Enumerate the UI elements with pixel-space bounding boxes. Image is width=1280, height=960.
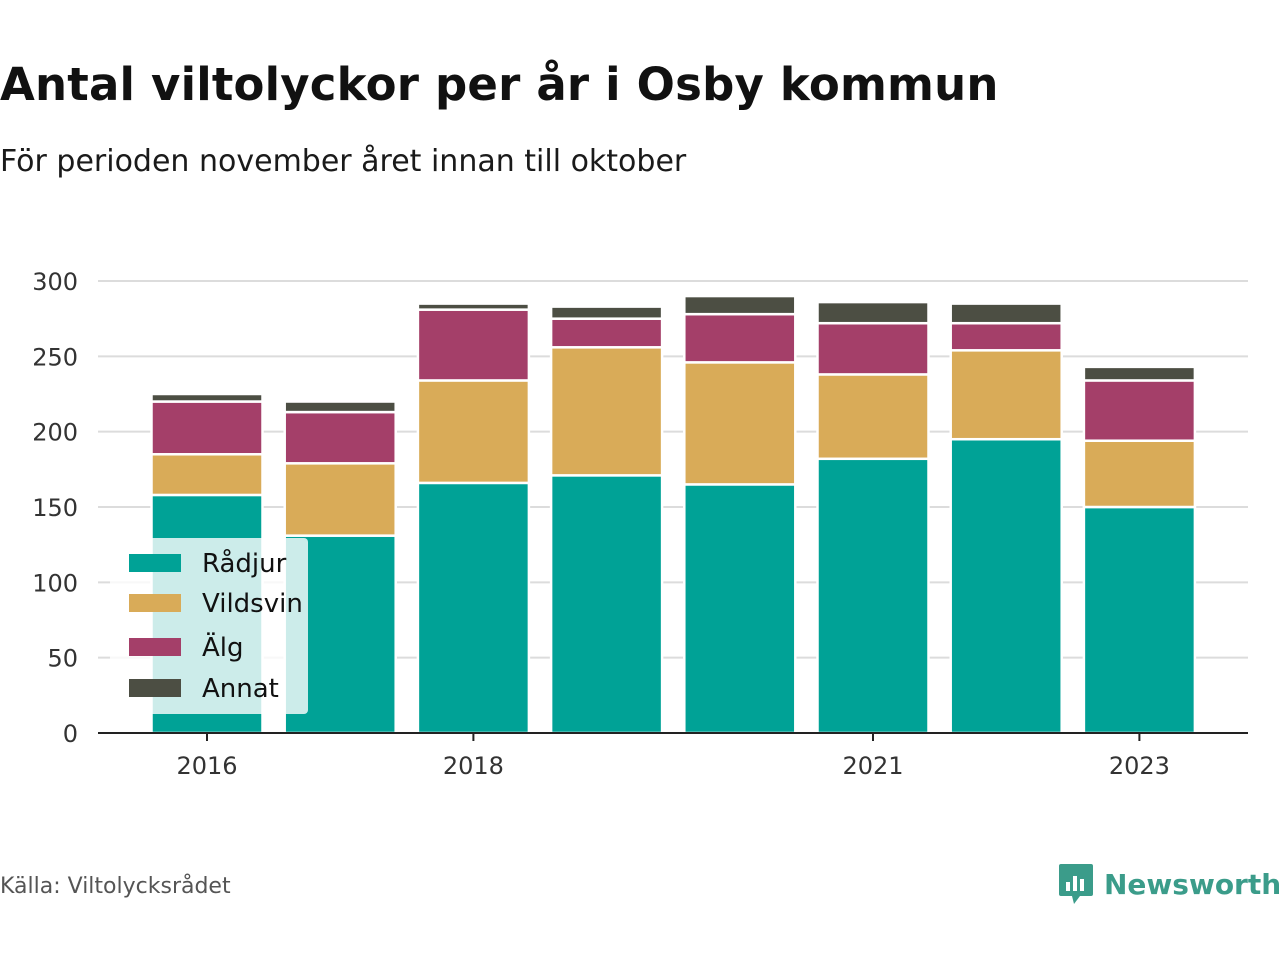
bar-2019-vildsvin: [549, 346, 664, 477]
x-tick-label: 2023: [1109, 752, 1170, 780]
bar-2017-annat: [283, 400, 397, 414]
bar-stack-2022: [949, 302, 1063, 735]
y-tick-label: 250: [32, 343, 78, 371]
y-tick-label: 300: [32, 268, 78, 296]
bar-2017-älg: [283, 410, 397, 465]
legend-label: Rådjur: [202, 548, 287, 579]
x-tick-label: 2021: [842, 752, 903, 780]
source-note: Källa: Viltolycksrådet: [0, 874, 231, 899]
legend-swatch-älg: [129, 638, 181, 656]
bar-2019-rådjur: [549, 474, 664, 735]
bar-2018-rådjur: [416, 481, 531, 735]
bar-2020-rådjur: [683, 483, 797, 735]
bar-chart-speech-icon: [1059, 864, 1093, 904]
bar-2019-älg: [549, 317, 664, 349]
y-tick-label: 50: [47, 645, 78, 673]
bar-stack-2019: [549, 305, 664, 735]
x-tick-label: 2016: [176, 752, 237, 780]
bar-2022-annat: [949, 302, 1063, 325]
bar-stack-2021: [816, 300, 930, 735]
bar-2016-älg: [150, 400, 264, 456]
legend-label: Älg: [202, 631, 244, 663]
bar-stack-2023: [1082, 365, 1197, 735]
bar-2023-annat: [1082, 365, 1197, 382]
bar-2023-älg: [1082, 379, 1197, 442]
bar-2016-vildsvin: [150, 453, 264, 497]
bar-2021-älg: [816, 321, 930, 376]
bar-2017-vildsvin: [283, 462, 397, 537]
bar-2021-annat: [816, 300, 930, 325]
bar-2023-rådjur: [1082, 505, 1197, 735]
bars: [150, 294, 1197, 735]
bar-2020-annat: [683, 294, 797, 316]
bar-2016-annat: [150, 392, 264, 403]
bar-2021-vildsvin: [816, 373, 930, 461]
bar-2018-vildsvin: [416, 379, 531, 485]
bar-stack-2018: [416, 302, 531, 735]
legend-swatch-vildsvin: [129, 594, 181, 612]
bar-2018-annat: [416, 302, 531, 311]
legend: Rådjur Vildsvin Älg Annat: [110, 538, 308, 714]
legend-swatch-rådjur: [129, 554, 181, 572]
y-axis-ticks: 0 50 100 150 200 250 300: [32, 268, 78, 748]
chart-subtitle: För perioden november året innan till ok…: [0, 144, 687, 179]
brand-name: Newsworthy: [1104, 867, 1280, 901]
bar-2022-älg: [949, 321, 1063, 352]
bar-2022-rådjur: [949, 437, 1063, 735]
legend-label: Vildsvin: [202, 589, 303, 619]
legend-swatch-annat: [129, 679, 181, 697]
legend-box: [110, 538, 308, 714]
chart-title: Antal viltolyckor per år i Osby kommun: [0, 58, 999, 111]
bar-stack-2020: [683, 294, 797, 735]
x-axis-ticks: 2016 2018 2021 2023: [176, 733, 1170, 780]
bar-2019-annat: [549, 305, 664, 320]
legend-label: Annat: [202, 674, 279, 704]
bar-2022-vildsvin: [949, 349, 1063, 441]
bar-2020-vildsvin: [683, 361, 797, 486]
y-tick-label: 0: [63, 720, 78, 748]
brand-logo: Newsworthy: [1058, 862, 1280, 906]
bar-2023-vildsvin: [1082, 439, 1197, 509]
y-tick-label: 200: [32, 419, 78, 447]
bar-2020-älg: [683, 312, 797, 364]
bar-2018-älg: [416, 308, 531, 382]
y-tick-label: 100: [32, 569, 78, 597]
y-tick-label: 150: [32, 494, 78, 522]
bar-2021-rådjur: [816, 457, 930, 735]
x-tick-label: 2018: [443, 752, 504, 780]
